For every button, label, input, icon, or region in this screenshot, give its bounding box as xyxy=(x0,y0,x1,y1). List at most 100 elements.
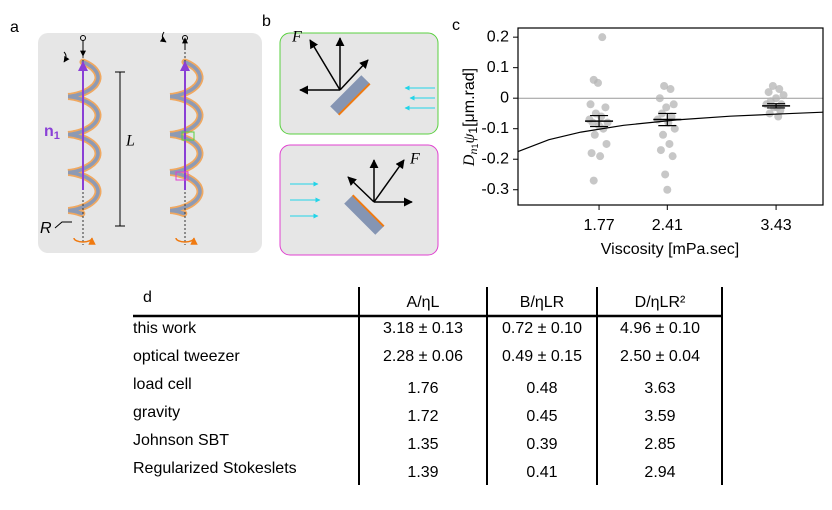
fit-curve xyxy=(517,111,824,153)
row-label: Johnson SBT xyxy=(133,432,229,449)
panel-a: n1 L R xyxy=(38,31,262,253)
rotation-arrow xyxy=(175,237,198,245)
row-label: this work xyxy=(133,320,197,337)
data-point xyxy=(667,112,676,121)
force-label: F xyxy=(291,29,302,46)
vector-arrow xyxy=(339,59,369,91)
table-cell: 3.63 xyxy=(644,380,675,397)
column-header: A/ηL xyxy=(407,294,440,311)
table-cell: 0.41 xyxy=(526,464,557,481)
data-point xyxy=(602,139,611,148)
x-tick-label: 3.43 xyxy=(761,217,792,234)
y-label-part: 1 xyxy=(470,144,480,149)
row-label: optical tweezer xyxy=(133,348,240,365)
n1-sub: 1 xyxy=(54,130,60,142)
panel-background xyxy=(38,33,262,253)
panel-d: A/ηL B/ηLR D/ηLR² this work 3.18 ± 0.13 0.72 … xyxy=(133,287,723,485)
panel-b: F F xyxy=(279,29,439,256)
table-cell: 0.49 ± 0.15 xyxy=(502,348,582,365)
column-header: D/ηLR² xyxy=(635,294,686,311)
segment-edge xyxy=(351,194,385,228)
y-tick-label: -0.3 xyxy=(481,181,509,198)
panel-label: d xyxy=(143,289,152,306)
table-cell: 1.72 xyxy=(407,408,438,425)
panel-background xyxy=(279,144,439,256)
x-axis-label: Viscosity [mPa.sec] xyxy=(601,241,739,258)
segment xyxy=(330,75,371,116)
table-cell: 3.59 xyxy=(644,408,675,425)
data-point xyxy=(768,81,777,90)
data-point xyxy=(655,94,664,103)
data-point xyxy=(590,130,599,139)
radius-label: R xyxy=(40,220,52,237)
panel-label: b xyxy=(262,13,271,30)
table-cell: 2.50 ± 0.04 xyxy=(620,348,700,365)
segment-body xyxy=(344,195,384,235)
table-cell: 1.76 xyxy=(407,380,438,397)
highlight-box xyxy=(181,131,195,141)
torque-arrow xyxy=(159,31,167,43)
panel-c: Dn1ψ1[μm.rad] Viscosity [mPa.sec] 0.2 0.1… xyxy=(461,27,824,258)
segment xyxy=(344,194,385,235)
data-point xyxy=(661,170,670,179)
data-point xyxy=(659,130,668,139)
data-point xyxy=(762,100,771,109)
segment-body xyxy=(330,75,370,115)
y-label-part: n xyxy=(466,149,480,155)
y-tick-label: 0.1 xyxy=(487,59,509,76)
data-point xyxy=(779,91,788,100)
x-tick-label: 2.41 xyxy=(652,217,683,234)
data-point xyxy=(601,103,610,112)
y-label-part: [μm.rad] xyxy=(461,68,478,127)
force-arrow xyxy=(373,159,405,203)
table-cell: 1.35 xyxy=(407,436,438,453)
table-cell: 3.18 ± 0.13 xyxy=(383,320,463,337)
torque-arrow xyxy=(63,51,70,63)
data-point xyxy=(775,85,784,94)
data-point xyxy=(596,152,605,161)
n1-label: n1 xyxy=(44,123,60,142)
data-point xyxy=(668,152,677,161)
panel-label: c xyxy=(452,17,460,34)
rotation-arrow xyxy=(73,237,96,245)
y-label-part: 1 xyxy=(466,127,480,134)
tether xyxy=(80,35,86,41)
x-tick-label: 1.77 xyxy=(583,217,614,234)
y-label-part: D xyxy=(461,154,478,167)
n1-main: n xyxy=(44,123,54,140)
column-header: B/ηLR xyxy=(520,294,564,311)
data-point xyxy=(598,33,607,42)
data-point xyxy=(597,112,606,121)
table-cell: 1.39 xyxy=(407,464,438,481)
table-cell: 0.72 ± 0.10 xyxy=(502,320,582,337)
data-point xyxy=(589,176,598,185)
data-point xyxy=(593,78,602,87)
y-tick-label: -0.1 xyxy=(481,120,509,137)
data-point xyxy=(764,88,773,97)
table-cell: 2.94 xyxy=(644,464,675,481)
data-point xyxy=(765,109,774,118)
data-point xyxy=(670,124,679,133)
table-cell: 0.39 xyxy=(526,436,557,453)
y-tick-label: 0.2 xyxy=(487,28,509,45)
data-point xyxy=(662,103,671,112)
table-cell: 0.48 xyxy=(526,380,557,397)
y-axis-label: Dn1ψ1[μm.rad] xyxy=(461,68,481,167)
segment-edge xyxy=(337,82,371,116)
data-point xyxy=(663,185,672,194)
force-arrow xyxy=(309,39,341,91)
data-point xyxy=(656,146,665,155)
row-label: Regularized Stokeslets xyxy=(133,460,297,477)
table-cell: 2.85 xyxy=(644,436,675,453)
data-point xyxy=(587,149,596,158)
row-label: gravity xyxy=(133,404,180,421)
data-point xyxy=(669,100,678,109)
vector-arrow xyxy=(347,176,375,203)
y-tick-label: -0.2 xyxy=(481,150,509,167)
data-point xyxy=(586,100,595,109)
data-point xyxy=(666,85,675,94)
data-point xyxy=(660,81,669,90)
table-cell: 2.28 ± 0.06 xyxy=(383,348,463,365)
panel-label: a xyxy=(10,19,19,36)
